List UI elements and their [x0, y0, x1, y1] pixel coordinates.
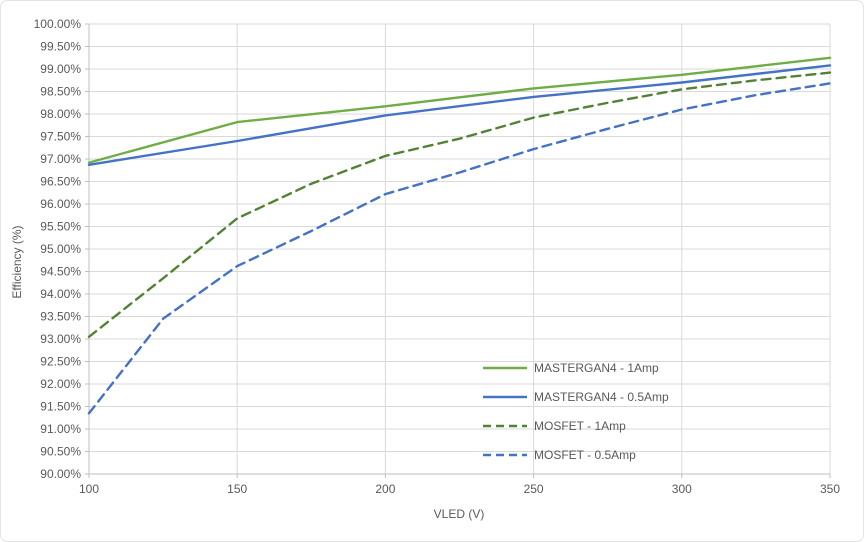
y-tick-label: 100.00% — [34, 17, 82, 31]
series-line-3 — [87, 82, 832, 415]
y-tick-label: 96.00% — [40, 197, 81, 211]
y-tick-label: 92.50% — [40, 355, 81, 369]
y-tick-label: 97.50% — [40, 130, 81, 144]
x-tick-label: 150 — [227, 482, 247, 496]
y-tick-label: 94.50% — [40, 265, 81, 279]
legend-item: MASTERGAN4 - 0.5Amp — [482, 382, 669, 411]
x-tick-label: 300 — [672, 482, 692, 496]
legend-label: MOSFET - 1Amp — [534, 418, 626, 433]
y-tick-label: 98.00% — [40, 107, 81, 121]
x-tick-label: 200 — [375, 482, 395, 496]
x-tick-label: 100 — [79, 482, 99, 496]
y-tick-label: 96.50% — [40, 175, 81, 189]
series-line-0 — [87, 56, 832, 164]
legend-item: MASTERGAN4 - 1Amp — [482, 353, 669, 382]
y-tick-label: 98.50% — [40, 85, 81, 99]
legend-item: MOSFET - 0.5Amp — [482, 440, 669, 469]
legend-line-sample — [483, 424, 527, 427]
x-tick-label: 350 — [820, 482, 840, 496]
y-tick-label: 95.00% — [40, 242, 81, 256]
legend-label: MASTERGAN4 - 0.5Amp — [534, 389, 669, 404]
legend-label: MOSFET - 0.5Amp — [534, 447, 636, 462]
y-tick-label: 91.00% — [40, 422, 81, 436]
y-tick-label: 97.00% — [40, 152, 81, 166]
series-line-1 — [87, 64, 832, 166]
y-tick-label: 93.00% — [40, 332, 81, 346]
y-tick-label: 99.00% — [40, 62, 81, 76]
y-axis-title: Efficiency (%) — [10, 225, 24, 299]
x-axis-title: VLED (V) — [433, 507, 485, 521]
legend-label: MASTERGAN4 - 1Amp — [534, 360, 659, 375]
series-line-2 — [87, 71, 832, 338]
legend: MASTERGAN4 - 1Amp MASTERGAN4 - 0.5Amp MO… — [482, 353, 669, 469]
legend-line-sample — [483, 453, 527, 456]
y-tick-label: 95.50% — [40, 220, 81, 234]
y-tick-label: 92.00% — [40, 377, 81, 391]
x-tick-label: 250 — [524, 482, 544, 496]
legend-item: MOSFET - 1Amp — [482, 411, 669, 440]
legend-line-sample — [483, 395, 527, 398]
y-tick-label: 99.50% — [40, 40, 81, 54]
y-tick-label: 90.50% — [40, 445, 81, 459]
y-tick-label: 90.00% — [40, 467, 81, 481]
legend-line-sample — [483, 366, 527, 369]
y-tick-label: 94.00% — [40, 287, 81, 301]
y-tick-label: 91.50% — [40, 400, 81, 414]
y-tick-label: 93.50% — [40, 310, 81, 324]
